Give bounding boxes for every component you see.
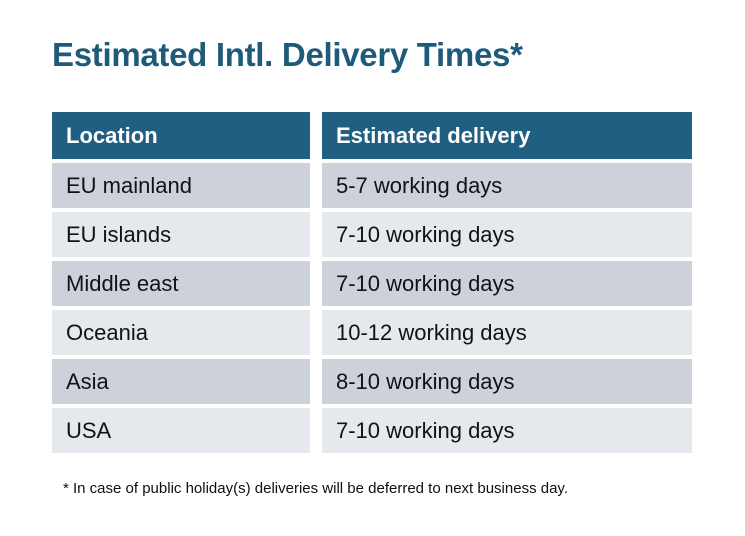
- footnote: * In case of public holiday(s) deliverie…: [63, 480, 568, 497]
- cell-estimated-delivery: 10-12 working days: [322, 310, 692, 355]
- table-row: USA 7-10 working days: [52, 408, 692, 453]
- cell-estimated-delivery: 7-10 working days: [322, 261, 692, 306]
- page-title: Estimated Intl. Delivery Times*: [52, 36, 523, 73]
- cell-estimated-delivery: 7-10 working days: [322, 212, 692, 257]
- column-header-location: Location: [52, 112, 310, 159]
- delivery-times-table: Location Estimated delivery EU mainland …: [52, 112, 692, 457]
- table-row: EU islands 7-10 working days: [52, 212, 692, 257]
- table-header-row: Location Estimated delivery: [52, 112, 692, 159]
- cell-location: Middle east: [52, 261, 310, 306]
- column-header-estimated-delivery: Estimated delivery: [322, 112, 692, 159]
- cell-estimated-delivery: 8-10 working days: [322, 359, 692, 404]
- table-row: Asia 8-10 working days: [52, 359, 692, 404]
- cell-location: EU mainland: [52, 163, 310, 208]
- cell-location: EU islands: [52, 212, 310, 257]
- cell-location: Asia: [52, 359, 310, 404]
- cell-estimated-delivery: 7-10 working days: [322, 408, 692, 453]
- cell-location: Oceania: [52, 310, 310, 355]
- cell-estimated-delivery: 5-7 working days: [322, 163, 692, 208]
- table-row: Middle east 7-10 working days: [52, 261, 692, 306]
- table-row: Oceania 10-12 working days: [52, 310, 692, 355]
- table-row: EU mainland 5-7 working days: [52, 163, 692, 208]
- cell-location: USA: [52, 408, 310, 453]
